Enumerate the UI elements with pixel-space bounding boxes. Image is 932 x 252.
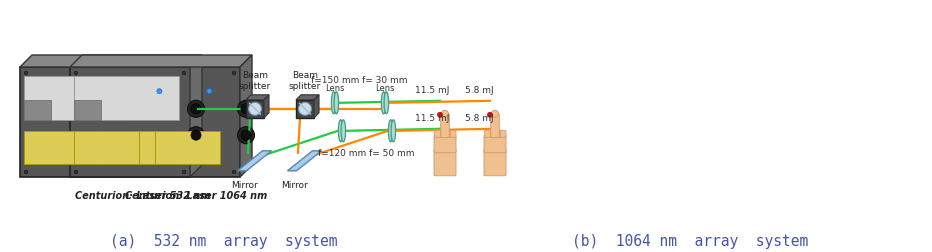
FancyBboxPatch shape (484, 135, 506, 153)
Circle shape (442, 110, 448, 117)
Ellipse shape (332, 92, 336, 114)
Polygon shape (70, 55, 252, 67)
Ellipse shape (341, 120, 346, 142)
Circle shape (298, 102, 311, 115)
FancyBboxPatch shape (155, 131, 220, 164)
Text: Mirror: Mirror (281, 181, 308, 190)
Circle shape (182, 170, 185, 174)
Polygon shape (296, 95, 319, 100)
Polygon shape (20, 55, 202, 67)
Text: Lens: Lens (325, 84, 345, 93)
FancyBboxPatch shape (491, 114, 500, 138)
Circle shape (207, 89, 212, 94)
FancyBboxPatch shape (441, 114, 449, 138)
Circle shape (241, 130, 251, 140)
FancyBboxPatch shape (296, 100, 314, 118)
Ellipse shape (384, 92, 389, 114)
Text: Beam
splitter: Beam splitter (289, 71, 322, 91)
FancyBboxPatch shape (497, 130, 502, 137)
Circle shape (182, 71, 185, 75)
Text: Centurion· Laser 532 nm: Centurion· Laser 532 nm (75, 191, 211, 201)
Circle shape (232, 71, 236, 75)
Polygon shape (190, 55, 202, 177)
Text: Centurion· Laser 1064 nm: Centurion· Laser 1064 nm (125, 191, 267, 201)
Circle shape (238, 127, 254, 144)
FancyBboxPatch shape (485, 130, 490, 137)
Circle shape (24, 71, 28, 75)
FancyBboxPatch shape (70, 67, 240, 177)
Text: f= 30 mm: f= 30 mm (363, 76, 408, 85)
Circle shape (487, 112, 492, 117)
FancyBboxPatch shape (105, 131, 170, 164)
Polygon shape (287, 151, 322, 171)
Ellipse shape (381, 92, 386, 114)
Polygon shape (246, 95, 269, 100)
Circle shape (75, 170, 77, 174)
FancyBboxPatch shape (450, 130, 456, 137)
Text: Beam
splitter: Beam splitter (239, 71, 271, 91)
Polygon shape (240, 55, 252, 177)
Circle shape (249, 102, 262, 115)
Text: f=150 mm: f=150 mm (310, 76, 359, 85)
FancyBboxPatch shape (484, 149, 506, 176)
Text: f= 50 mm: f= 50 mm (369, 149, 415, 158)
Text: f=120 mm: f=120 mm (318, 149, 366, 158)
Circle shape (191, 104, 201, 114)
Ellipse shape (391, 120, 395, 142)
FancyBboxPatch shape (74, 100, 102, 120)
FancyBboxPatch shape (74, 76, 179, 120)
Text: (a)  532 nm  array  system: (a) 532 nm array system (110, 234, 337, 249)
Circle shape (437, 112, 443, 117)
Text: 5.8 mJ: 5.8 mJ (465, 86, 494, 95)
FancyBboxPatch shape (434, 130, 440, 137)
Text: Mirror: Mirror (230, 181, 257, 190)
FancyBboxPatch shape (20, 67, 190, 177)
Circle shape (75, 71, 77, 75)
Text: 11.5 mJ: 11.5 mJ (415, 114, 449, 123)
FancyBboxPatch shape (446, 130, 452, 137)
Circle shape (491, 110, 499, 117)
FancyBboxPatch shape (246, 100, 264, 118)
FancyBboxPatch shape (74, 131, 139, 164)
Circle shape (187, 127, 204, 144)
Ellipse shape (389, 120, 393, 142)
Text: (b)  1064 nm  array  system: (b) 1064 nm array system (571, 234, 808, 249)
Circle shape (24, 170, 28, 174)
FancyBboxPatch shape (500, 130, 506, 137)
Text: 11.5 mJ: 11.5 mJ (415, 86, 449, 95)
FancyBboxPatch shape (434, 135, 456, 153)
FancyBboxPatch shape (24, 76, 130, 120)
Ellipse shape (334, 92, 338, 114)
Polygon shape (264, 95, 269, 118)
Circle shape (241, 104, 251, 114)
FancyBboxPatch shape (24, 100, 51, 120)
Circle shape (191, 130, 201, 140)
Circle shape (157, 89, 162, 94)
Circle shape (238, 100, 254, 117)
Circle shape (187, 100, 204, 117)
Text: Lens: Lens (376, 84, 395, 93)
Circle shape (232, 170, 236, 174)
Polygon shape (238, 151, 271, 171)
Polygon shape (314, 95, 319, 118)
Text: 5.8 mJ: 5.8 mJ (465, 114, 494, 123)
FancyBboxPatch shape (434, 149, 456, 176)
FancyBboxPatch shape (24, 131, 89, 164)
Ellipse shape (338, 120, 343, 142)
